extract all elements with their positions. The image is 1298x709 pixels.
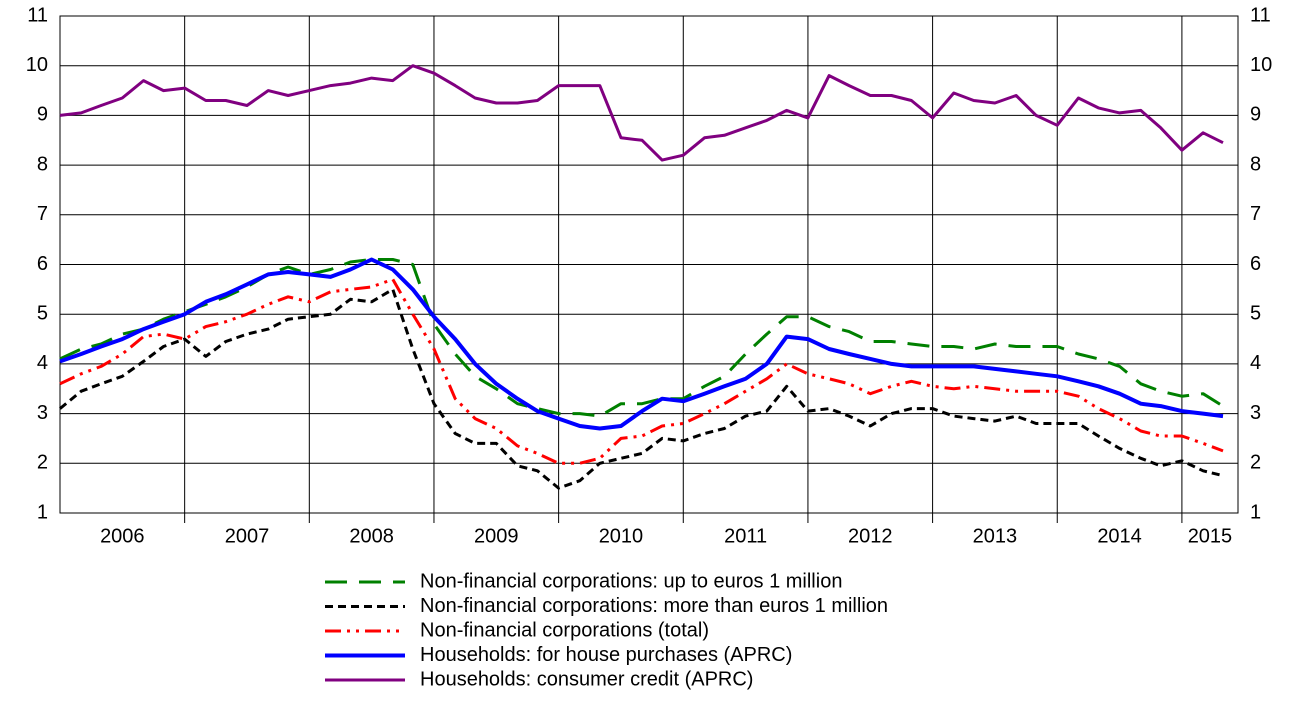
y2-tick-label: 10 <box>1250 54 1272 76</box>
y2-tick-label: 2 <box>1250 452 1261 474</box>
y-tick-label: 6 <box>37 253 48 275</box>
series-line <box>59 277 1224 465</box>
x-tick-label: 2008 <box>349 525 394 547</box>
series-line <box>59 287 1224 490</box>
x-tick-label: 2007 <box>225 525 270 547</box>
series-line <box>59 257 1224 431</box>
y2-tick-label: 7 <box>1250 203 1261 225</box>
x-tick-label: 2015 <box>1188 525 1233 547</box>
x-tick-label: 2010 <box>599 525 644 547</box>
y-tick-label: 2 <box>37 452 48 474</box>
y-tick-label: 1 <box>37 501 48 523</box>
y-tick-label: 9 <box>37 104 48 126</box>
x-tick-label: 2009 <box>474 525 519 547</box>
x-tick-label: 2006 <box>100 525 145 547</box>
y-tick-label: 3 <box>37 402 48 424</box>
legend-label: Non-financial corporations: more than eu… <box>420 595 888 617</box>
x-tick-label: 2012 <box>848 525 893 547</box>
y2-tick-label: 9 <box>1250 104 1261 126</box>
series-line <box>59 64 1224 162</box>
y-tick-label: 8 <box>37 153 48 175</box>
y-tick-label: 10 <box>26 54 48 76</box>
x-tick-label: 2013 <box>973 525 1018 547</box>
y-tick-label: 11 <box>27 4 48 26</box>
y-tick-label: 7 <box>37 203 48 225</box>
x-tick-label: 2011 <box>724 525 767 547</box>
y-tick-label: 5 <box>37 302 48 324</box>
legend-label: Non-financial corporations (total) <box>420 619 709 641</box>
x-tick-label: 2014 <box>1097 525 1142 547</box>
y2-tick-label: 3 <box>1250 402 1261 424</box>
y2-tick-label: 6 <box>1250 253 1261 275</box>
y2-tick-label: 1 <box>1250 501 1261 523</box>
y2-tick-label: 8 <box>1250 153 1261 175</box>
y-tick-label: 4 <box>37 352 48 374</box>
legend-label: Households: consumer credit (APRC) <box>420 668 753 690</box>
legend-label: Households: for house purchases (APRC) <box>420 644 792 666</box>
y2-tick-label: 11 <box>1250 4 1271 26</box>
legend-label: Non-financial corporations: up to euros … <box>420 570 842 592</box>
y2-tick-label: 5 <box>1250 302 1261 324</box>
y2-tick-label: 4 <box>1250 352 1261 374</box>
